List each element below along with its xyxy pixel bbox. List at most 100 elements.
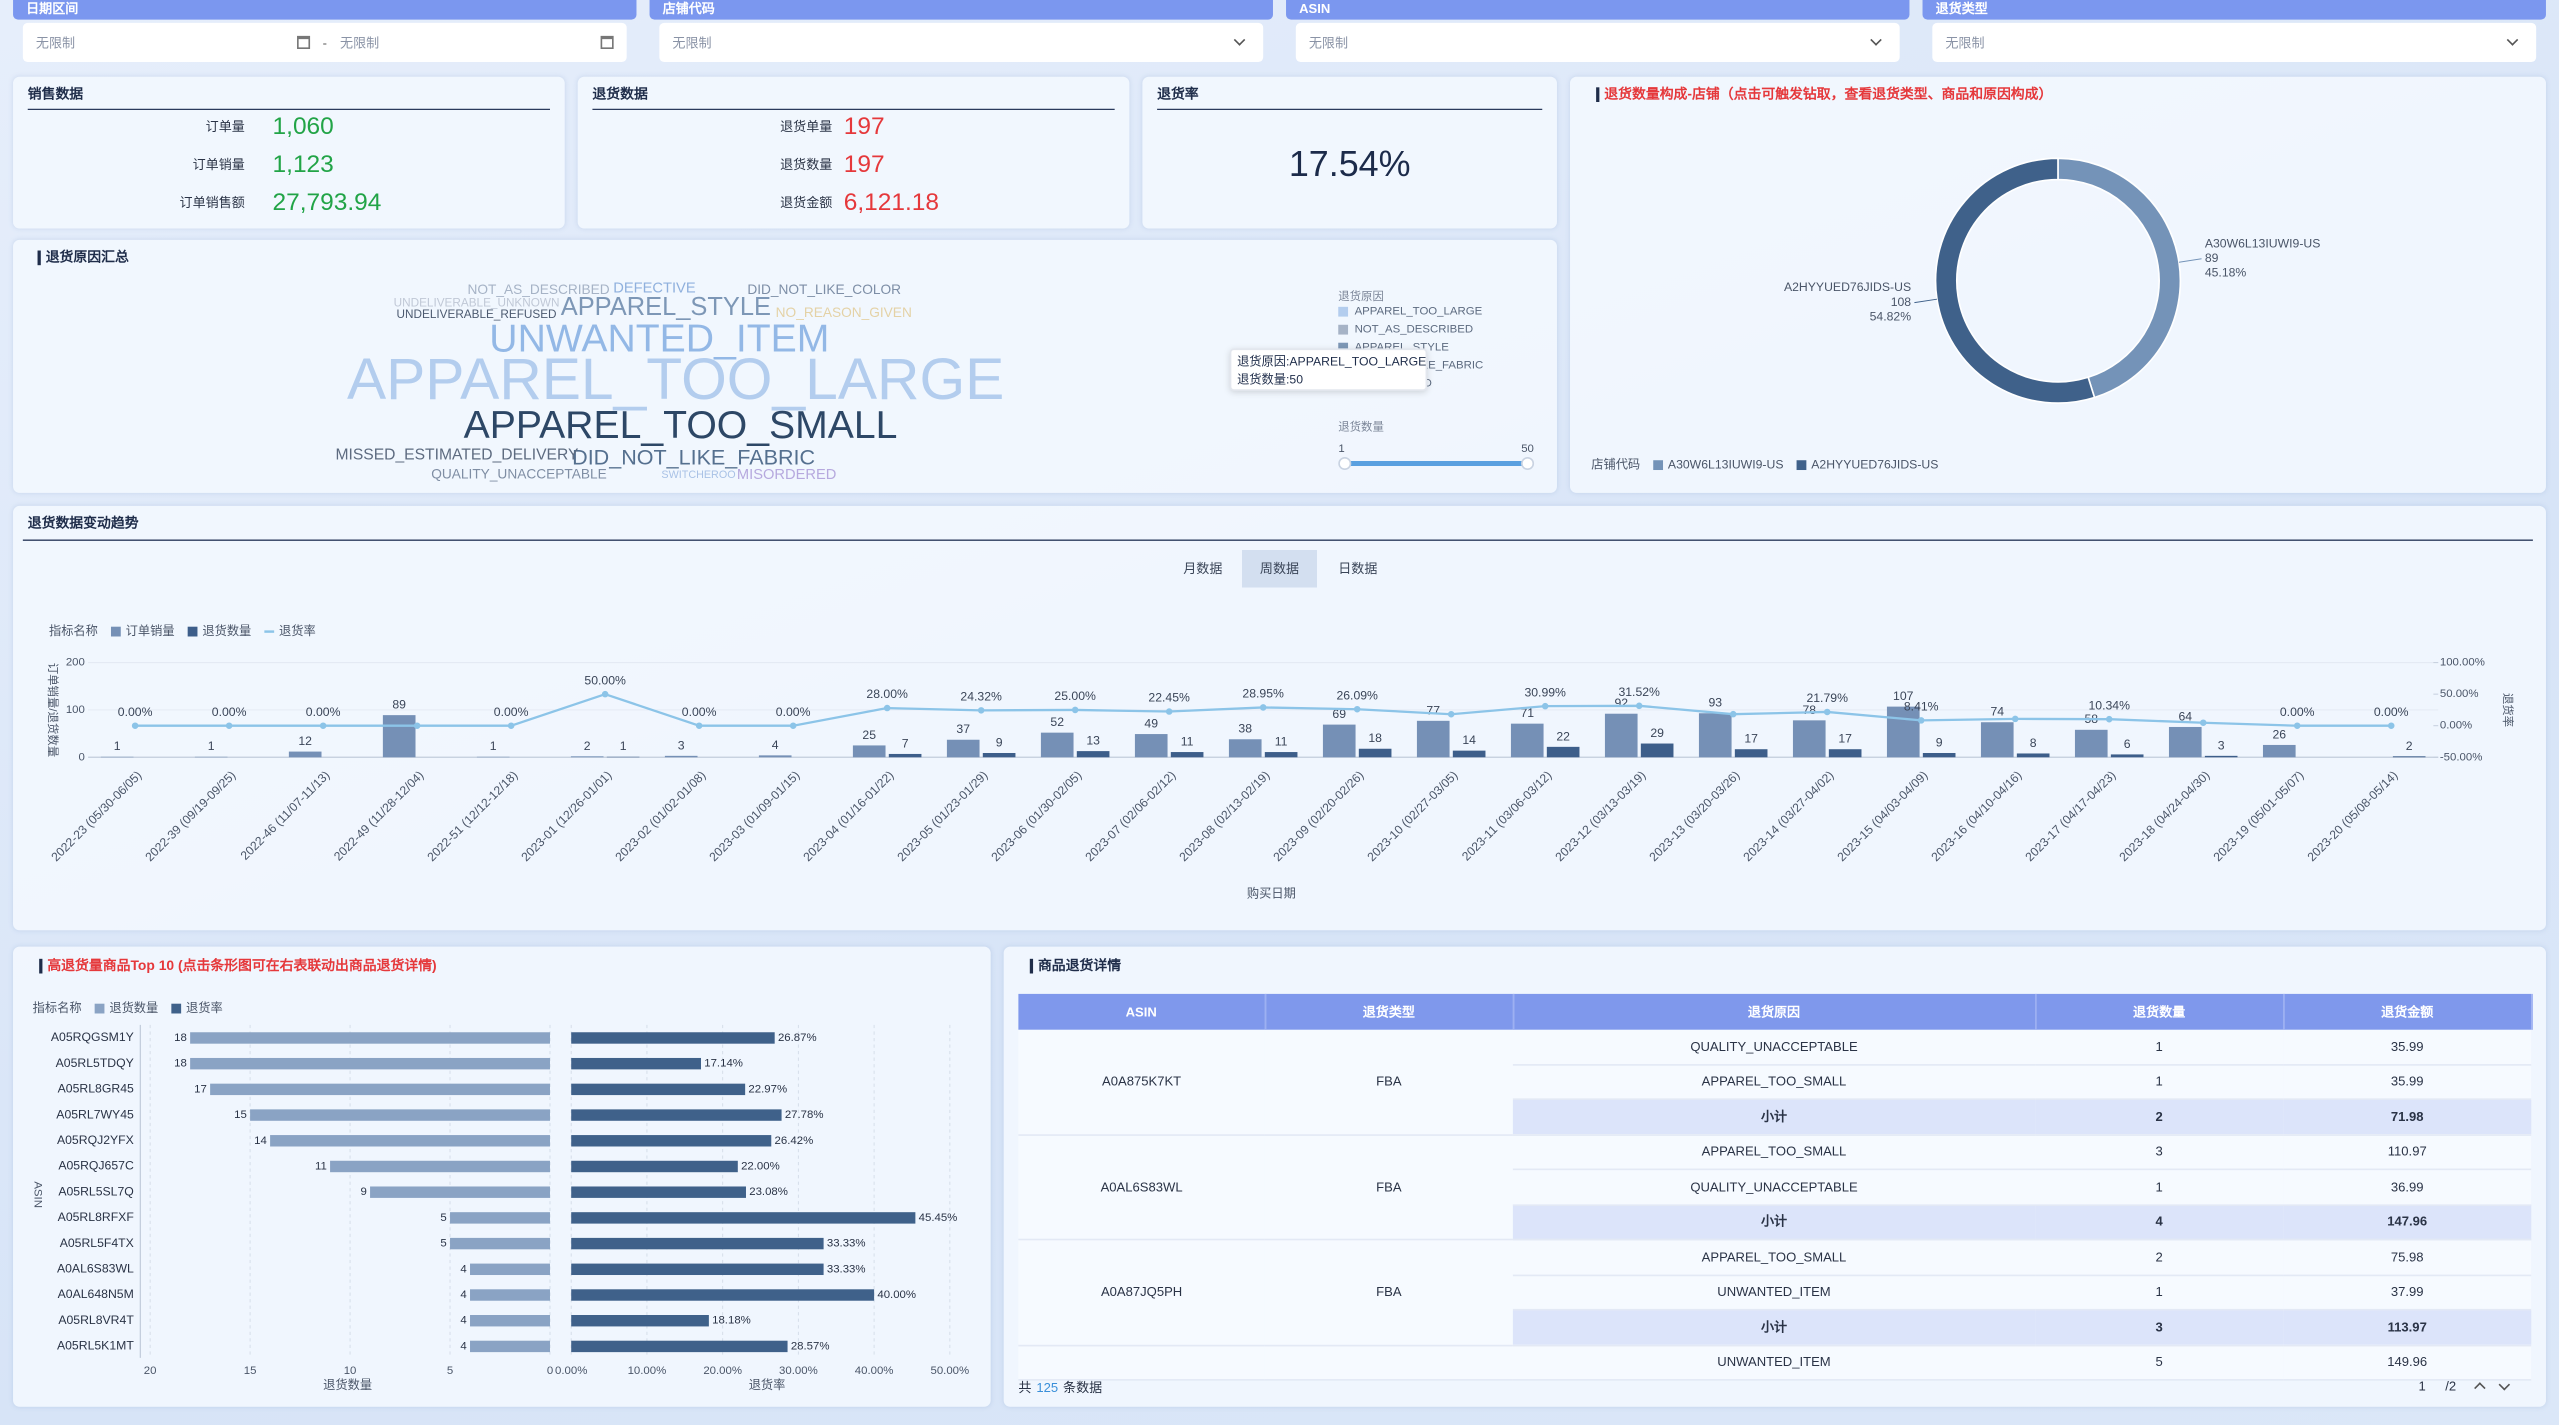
table-row[interactable]: UNWANTED_ITEM 5 149.96 xyxy=(1018,1344,2532,1381)
bar[interactable] xyxy=(1452,750,1486,758)
bar[interactable] xyxy=(664,755,698,758)
bar[interactable] xyxy=(571,1083,746,1096)
bar[interactable] xyxy=(1264,752,1298,758)
page-next[interactable] xyxy=(2498,1378,2511,1390)
size-handle[interactable] xyxy=(1338,456,1352,471)
x-tick-label: 2023-12 (03/13-03/19) xyxy=(1553,768,1649,864)
bar[interactable] xyxy=(382,715,416,758)
bar[interactable] xyxy=(1604,713,1638,758)
tab[interactable]: 日数据 xyxy=(1338,561,1377,576)
x-tick-label: 2023-02 (01/02-01/08) xyxy=(612,768,708,864)
bar[interactable] xyxy=(450,1212,550,1224)
bar[interactable] xyxy=(1980,722,2014,758)
table-row[interactable]: UNWANTED_ITEM 1 37.99 xyxy=(1018,1274,2532,1311)
bar[interactable] xyxy=(571,1160,738,1173)
table-cell: 1 xyxy=(2035,1274,2284,1311)
bar[interactable] xyxy=(190,1032,550,1044)
bar[interactable] xyxy=(190,1057,550,1070)
bar-label: 26 xyxy=(2272,727,2286,741)
bar[interactable] xyxy=(210,1083,550,1096)
legend-label: 退货数量 xyxy=(202,623,251,638)
filter-input[interactable]: 无限制 xyxy=(1932,22,2537,63)
bar[interactable] xyxy=(571,1263,824,1276)
bar[interactable] xyxy=(571,1340,788,1353)
bar[interactable] xyxy=(1170,752,1204,758)
bar[interactable] xyxy=(946,739,980,758)
legend-label: 订单销量 xyxy=(126,624,175,638)
tab[interactable]: 周数据 xyxy=(1260,561,1299,576)
bar[interactable] xyxy=(1040,732,1074,758)
bar[interactable] xyxy=(1922,752,1956,758)
filter-input[interactable]: 无限制 - 无限制 xyxy=(22,22,627,63)
table-row[interactable]: APPAREL_TOO_SMALL 1 35.99 xyxy=(1018,1064,2532,1100)
bar[interactable] xyxy=(330,1160,550,1173)
bar[interactable] xyxy=(2204,755,2238,758)
bar[interactable] xyxy=(1076,751,1110,758)
donut-slice[interactable] xyxy=(1934,157,2096,404)
page-current[interactable]: 1 xyxy=(2418,1379,2426,1394)
bar[interactable] xyxy=(470,1340,550,1353)
page-prev[interactable] xyxy=(2474,1382,2486,1394)
bar[interactable] xyxy=(571,1057,702,1070)
bar[interactable] xyxy=(2168,726,2202,758)
rate-label: 30.99% xyxy=(1524,685,1566,699)
bar[interactable] xyxy=(1134,734,1168,758)
table-row[interactable]: QUALITY_UNACCEPTABLE 1 36.99 xyxy=(1018,1169,2532,1206)
bar[interactable] xyxy=(288,751,322,758)
filter-value: 无限制 xyxy=(1945,35,1985,50)
bar[interactable] xyxy=(370,1186,550,1198)
bar[interactable] xyxy=(1546,746,1580,758)
bar[interactable] xyxy=(2016,753,2050,758)
bar[interactable] xyxy=(2392,756,2426,758)
type-cell: FBA xyxy=(1264,1134,1513,1241)
table-row[interactable]: A0AL6S83WL FBA APPAREL_TOO_SMALL 3 110.97 xyxy=(1018,1134,2532,1241)
subtotal-cell: 小计 xyxy=(1512,1204,2036,1241)
bar[interactable] xyxy=(571,1212,916,1224)
bar[interactable] xyxy=(571,1289,875,1301)
bar[interactable] xyxy=(571,1135,772,1147)
bar[interactable] xyxy=(570,756,604,758)
bar[interactable] xyxy=(852,745,886,758)
filter-input[interactable]: 无限制 xyxy=(1295,22,1900,63)
bar[interactable] xyxy=(1828,749,1862,758)
bar[interactable] xyxy=(2074,729,2108,758)
bar[interactable] xyxy=(1734,749,1768,758)
size-handle[interactable] xyxy=(1521,456,1535,471)
donut-slice[interactable] xyxy=(2057,157,2182,399)
bar[interactable] xyxy=(571,1315,709,1327)
rate-card xyxy=(1142,76,1557,229)
bar[interactable] xyxy=(470,1263,550,1276)
tab[interactable]: 月数据 xyxy=(1183,561,1222,576)
bar[interactable] xyxy=(470,1315,550,1327)
bar[interactable] xyxy=(1358,748,1392,758)
bar[interactable] xyxy=(2110,754,2144,758)
filter-input[interactable]: 无限制 xyxy=(659,22,1264,63)
bar-label: 45.45% xyxy=(919,1212,958,1224)
bar[interactable] xyxy=(1640,743,1674,758)
bar[interactable] xyxy=(450,1237,550,1250)
bar[interactable] xyxy=(1510,723,1544,758)
bar-label: 9 xyxy=(996,735,1003,749)
bar[interactable] xyxy=(571,1109,782,1121)
bar[interactable] xyxy=(1698,713,1732,758)
bar[interactable] xyxy=(571,1186,746,1198)
bar[interactable] xyxy=(1228,739,1262,758)
bar-label: 14 xyxy=(254,1135,267,1147)
bar[interactable] xyxy=(758,755,792,758)
bar[interactable] xyxy=(1792,720,1826,758)
bar[interactable] xyxy=(888,753,922,758)
bar[interactable] xyxy=(270,1135,550,1147)
bar[interactable] xyxy=(2262,744,2296,758)
card-title: 销售数据 xyxy=(28,85,84,101)
bar[interactable] xyxy=(250,1109,550,1121)
table-row[interactable]: A0A87JQ5PH FBA APPAREL_TOO_SMALL 2 75.98 xyxy=(1018,1239,2532,1346)
bar[interactable] xyxy=(571,1237,824,1250)
filter-label: 店铺代码 xyxy=(649,0,1273,20)
bar[interactable] xyxy=(982,752,1016,758)
table-row[interactable]: A0A875K7KT FBA QUALITY_UNACCEPTABLE 1 35.99 xyxy=(1018,1029,2532,1136)
bar[interactable] xyxy=(1886,706,1920,758)
bar[interactable] xyxy=(571,1032,775,1044)
bar[interactable] xyxy=(470,1289,550,1301)
bar[interactable] xyxy=(1416,720,1450,758)
bar[interactable] xyxy=(1322,724,1356,758)
